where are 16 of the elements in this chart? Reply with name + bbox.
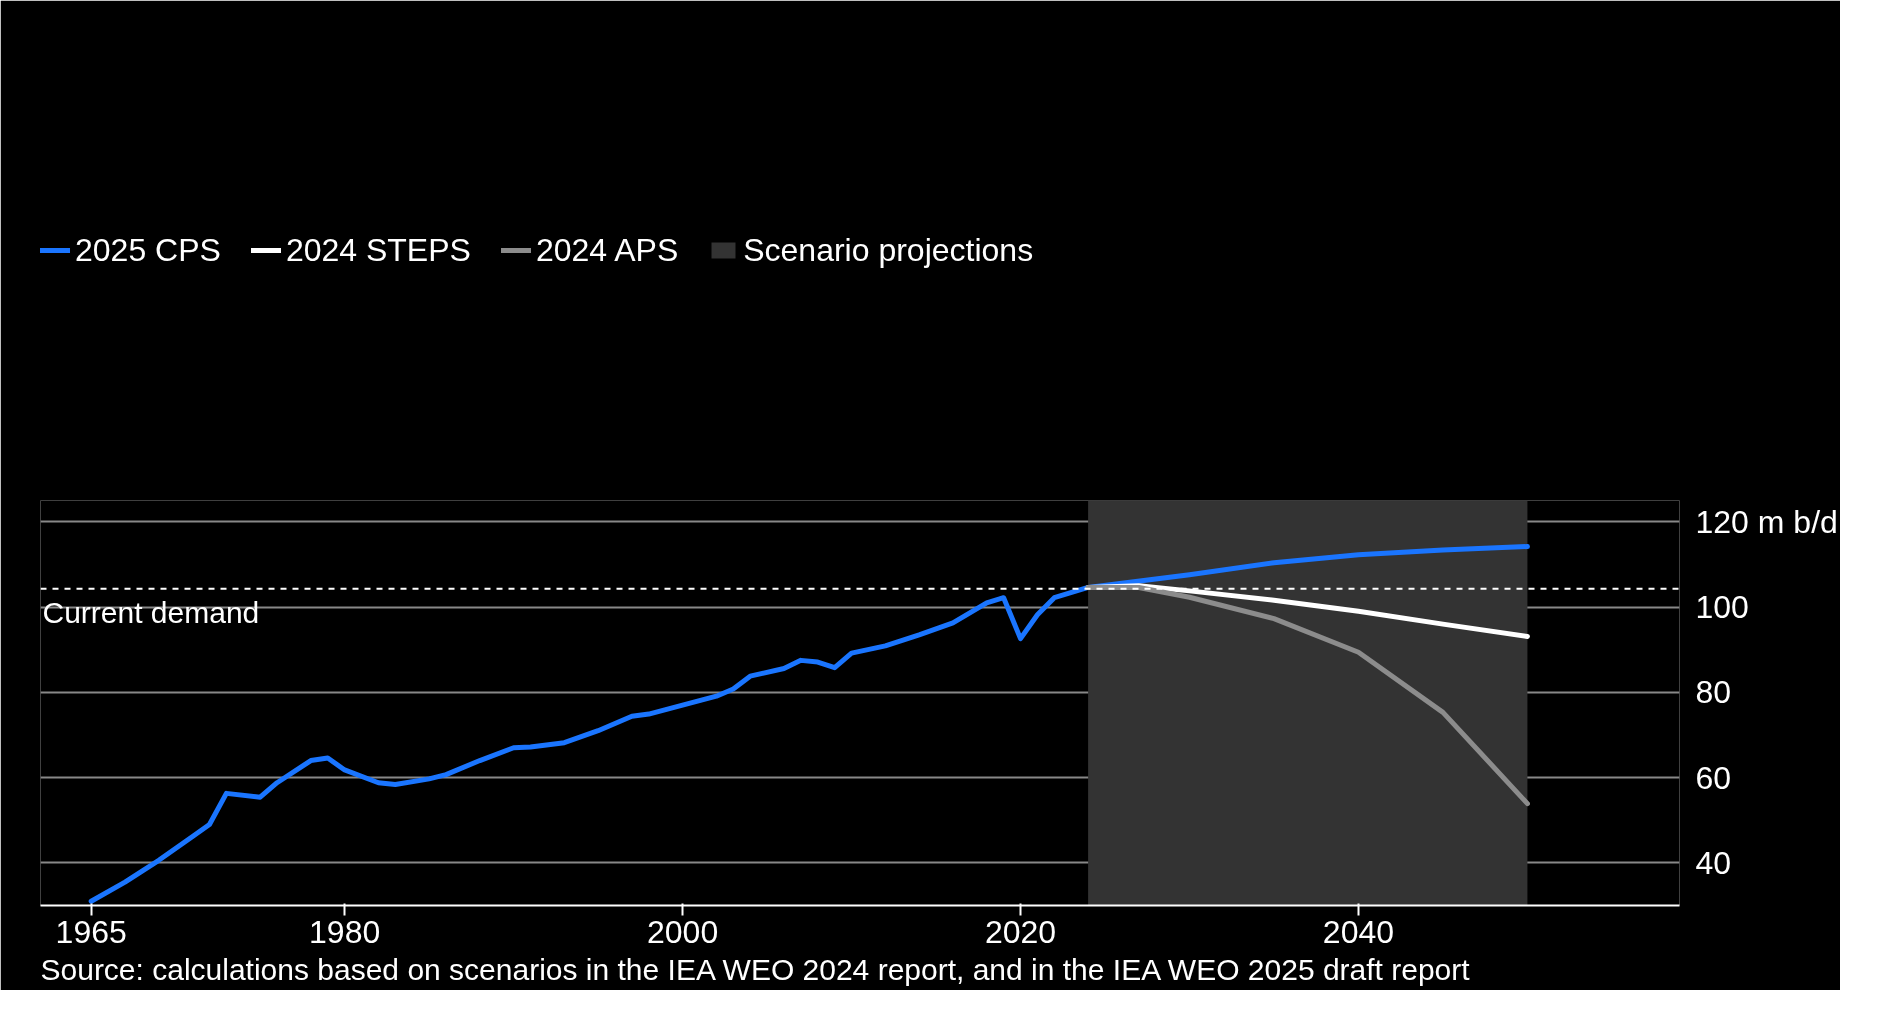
x-tick-label: 1965: [55, 913, 127, 950]
x-tick-label: 2040: [1322, 913, 1395, 950]
y-tick-label: 80: [1695, 674, 1732, 711]
y-tick-label: 100: [1695, 589, 1749, 626]
legend-label: 2025 CPS: [75, 231, 221, 269]
x-tick-label: 1980: [309, 913, 381, 950]
x-tick-label: 2020: [984, 913, 1057, 950]
legend-label: 2024 APS: [535, 231, 679, 269]
legend-label: Scenario projections: [743, 231, 1034, 269]
legend-label: 2024 STEPS: [285, 231, 471, 269]
source-note: Source: calculations based on scenarios in the IEA WEO 2024 report, and in the IEA WEO 2025 draft report: [40, 952, 1471, 986]
ref-line-label: Current demand: [42, 595, 260, 629]
x-tick-label: 2000: [646, 913, 719, 950]
y-tick-label: 40: [1695, 844, 1732, 881]
y-tick-label: 120 m b/d: [1695, 503, 1838, 540]
y-tick-label: 60: [1695, 759, 1732, 796]
